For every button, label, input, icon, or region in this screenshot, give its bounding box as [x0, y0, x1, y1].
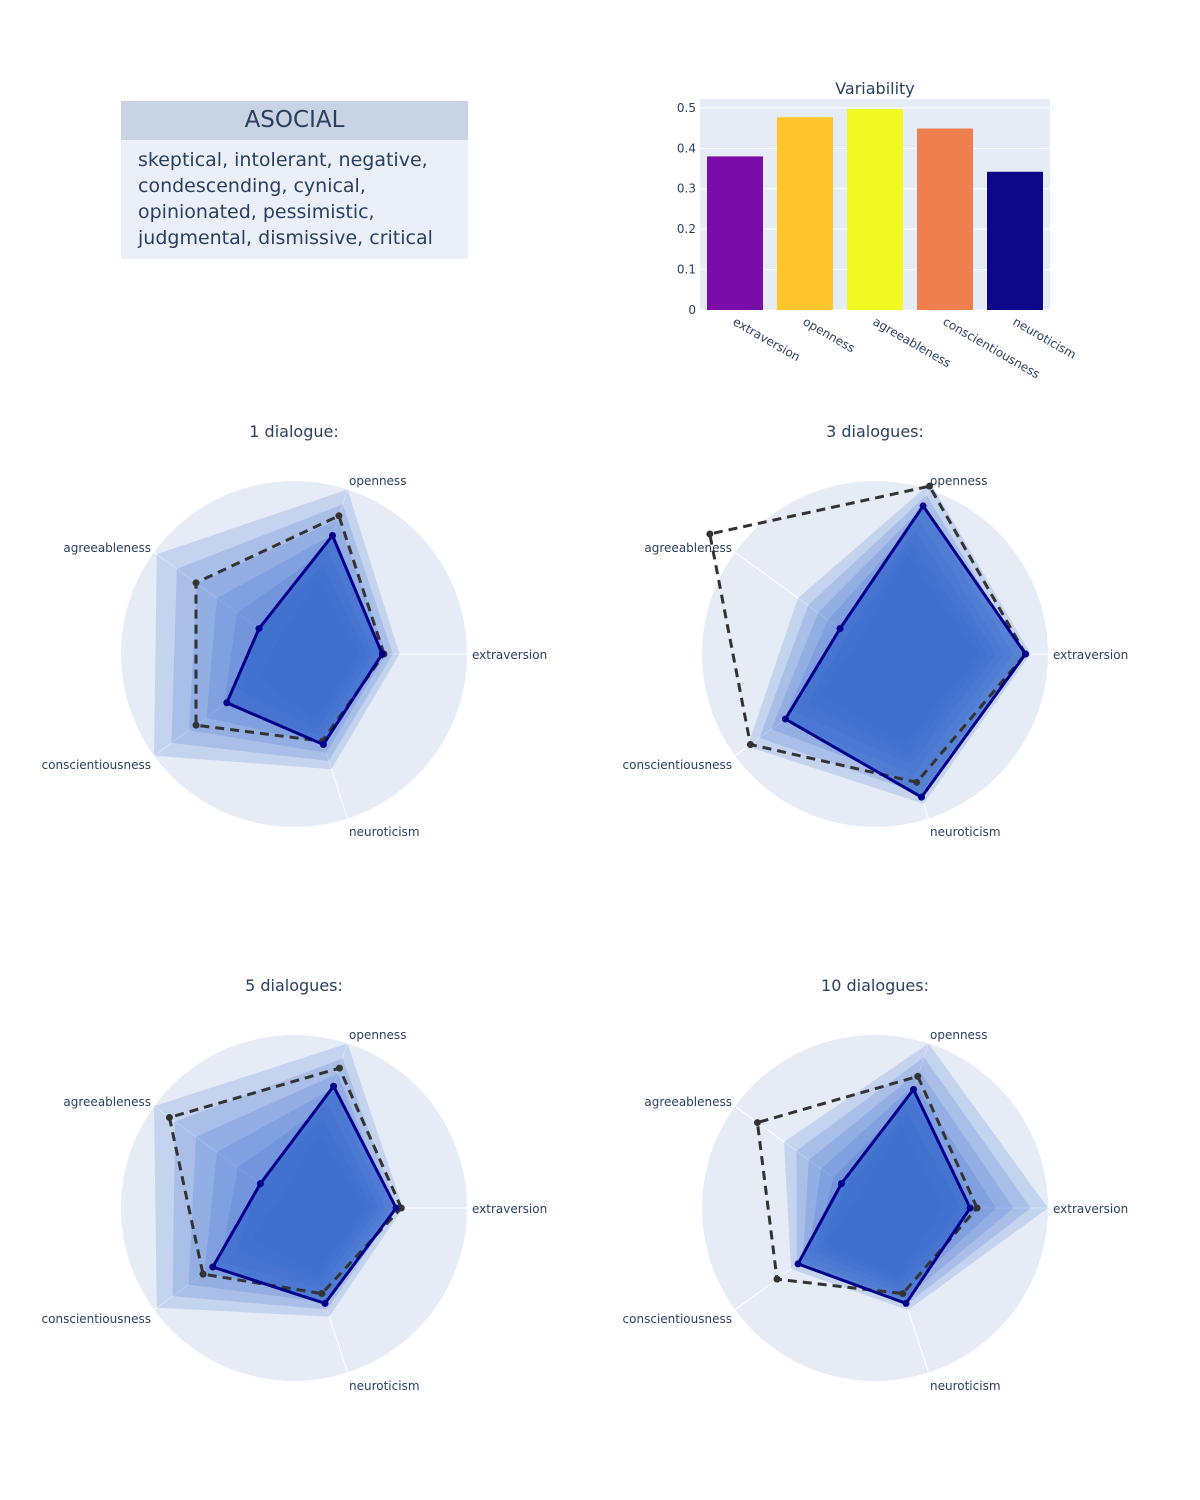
radar-target-point: [706, 530, 714, 538]
bar-openness: [777, 117, 833, 310]
radar-mean-point: [918, 793, 926, 801]
radar-target-point: [318, 1290, 326, 1298]
radar-mean-point: [919, 502, 927, 510]
bar-neuroticism: [987, 171, 1043, 310]
radar-target-point: [926, 482, 934, 490]
bar-conscientiousness: [917, 128, 973, 310]
radar-axis-label-agreeableness: agreeableness: [644, 1095, 732, 1109]
radar-mean-line: [783, 503, 1028, 800]
radar-mean-fill: [212, 1086, 397, 1304]
radar-mean-point: [209, 1263, 217, 1271]
radar-axis-label-agreeableness: agreeableness: [63, 541, 151, 555]
radar-mean-point: [794, 1260, 802, 1268]
radar-target-point: [753, 1119, 761, 1127]
bar-ytick-label: 0.3: [677, 182, 696, 196]
radar-chart-2: extraversion openness agreeableness conscie…: [623, 422, 1129, 839]
persona-name: ASOCIAL: [121, 101, 468, 140]
radar-axis-label-extraversion: extraversion: [1053, 1202, 1128, 1216]
radar-mean-line: [224, 532, 384, 747]
bar-xtick-label: extraversion: [731, 314, 803, 364]
radar-axis-label-neuroticism: neuroticism: [930, 1379, 1001, 1393]
radar-chart-1: extraversion openness agreeableness conscie…: [42, 422, 548, 839]
radar-mean-line: [795, 1086, 972, 1306]
radar-target-line: [708, 484, 1028, 784]
radar-mean-point: [330, 1082, 338, 1090]
radar-axis-label-agreeableness: agreeableness: [644, 541, 732, 555]
persona-traits: skeptical, intolerant, negative, condesc…: [121, 140, 468, 259]
radar-target-point: [192, 579, 200, 587]
radar-mean-point: [902, 1299, 910, 1307]
bar-extraversion: [707, 156, 763, 310]
radar-axis-label-extraversion: extraversion: [472, 648, 547, 662]
radar-target-point: [914, 1072, 922, 1080]
radar-chart-3: extraversion openness agreeableness conscie…: [42, 976, 548, 1393]
radar-axis-label-conscientiousness: conscientiousness: [42, 758, 151, 772]
radar-target-point: [899, 1290, 907, 1298]
radar-axis-label-extraversion: extraversion: [1053, 648, 1128, 662]
radar-axis-label-neuroticism: neuroticism: [349, 825, 420, 839]
radar-title: 1 dialogue:: [249, 422, 338, 441]
radar-target-line: [194, 513, 386, 743]
radar-title: 3 dialogues:: [826, 422, 924, 441]
radar-target-line: [755, 1074, 979, 1296]
radar-axis-label-openness: openness: [930, 474, 987, 488]
radar-mean-point: [1022, 650, 1030, 658]
radar-axis-label-neuroticism: neuroticism: [349, 1379, 420, 1393]
radar-target-point: [335, 1064, 343, 1072]
bar-xtick-label: openness: [801, 314, 858, 355]
radar-target-point: [773, 1275, 781, 1283]
radar-title: 5 dialogues:: [245, 976, 343, 995]
radar-axis-label-extraversion: extraversion: [472, 1202, 547, 1216]
radar-target-point: [165, 1113, 173, 1121]
radar-axis-label-openness: openness: [349, 1028, 406, 1042]
bar-ytick-label: 0.1: [677, 263, 696, 277]
radar-mean-point: [223, 699, 231, 707]
radar-target-point: [913, 778, 921, 786]
bar-ytick-label: 0.5: [677, 101, 696, 115]
radar-mean-point: [321, 1299, 329, 1307]
radar-mean-line: [210, 1083, 398, 1306]
bar-xtick-label: neuroticism: [1011, 314, 1079, 361]
radar-mean-fill: [798, 1089, 971, 1304]
bar-ytick-label: 0: [688, 303, 696, 317]
radar-mean-point: [836, 625, 844, 633]
radar-title: 10 dialogues:: [821, 976, 929, 995]
radar-target-line: [167, 1066, 404, 1296]
bar-ytick-label: 0.4: [677, 141, 696, 155]
radar-mean-fill: [226, 535, 383, 745]
bar-xtick-label: agreeableness: [871, 314, 954, 370]
radar-axis-label-conscientiousness: conscientiousness: [42, 1312, 151, 1326]
radar-target-point: [397, 1204, 405, 1212]
radar-mean-point: [328, 532, 336, 540]
radar-chart-4: extraversion openness agreeableness conscie…: [623, 976, 1129, 1393]
bar-agreeableness: [847, 109, 903, 310]
radar-mean-point: [319, 740, 327, 748]
radar-mean-point: [392, 1204, 400, 1212]
radar-mean-point: [781, 715, 789, 723]
radar-mean-point: [909, 1086, 917, 1094]
radar-target-point: [973, 1204, 981, 1212]
radar-target-point: [199, 1270, 207, 1278]
radar-mean-point: [256, 1180, 264, 1188]
radar-mean-point: [255, 625, 263, 633]
radar-target-point: [746, 741, 754, 749]
radar-axis-label-conscientiousness: conscientiousness: [623, 1312, 732, 1326]
radar-axis-label-neuroticism: neuroticism: [930, 825, 1001, 839]
radar-mean-point: [837, 1180, 845, 1188]
bar-ytick-label: 0.2: [677, 222, 696, 236]
radar-target-point: [335, 512, 343, 520]
bar-chart-title: Variability: [835, 79, 915, 98]
radar-axis-label-conscientiousness: conscientiousness: [623, 758, 732, 772]
radar-target-point: [192, 721, 200, 729]
radar-mean-point: [378, 650, 386, 658]
persona-table: ASOCIAL skeptical, intolerant, negative,…: [121, 101, 468, 259]
radar-mean-point: [966, 1204, 974, 1212]
radar-axis-label-agreeableness: agreeableness: [63, 1095, 151, 1109]
radar-axis-label-openness: openness: [930, 1028, 987, 1042]
radar-axis-label-openness: openness: [349, 474, 406, 488]
